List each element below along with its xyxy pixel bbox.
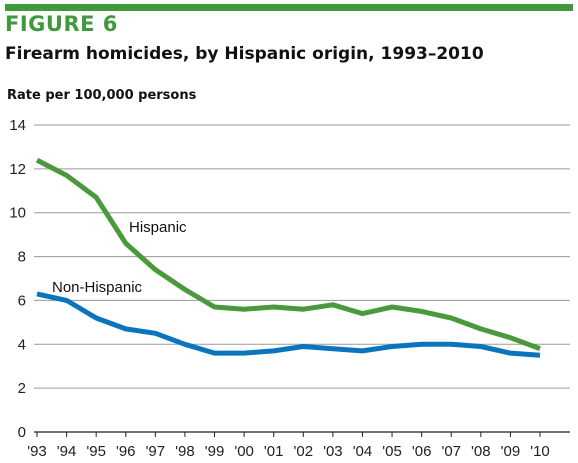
x-tick-label: '05 — [382, 443, 402, 460]
y-tick-label: 14 — [9, 117, 26, 134]
x-tick-label: '97 — [146, 443, 166, 460]
series-label-non-hispanic: Non-Hispanic — [52, 279, 143, 296]
y-tick-label: 10 — [9, 205, 26, 222]
x-tick-label: '03 — [323, 443, 343, 460]
x-tick-label: '02 — [294, 443, 314, 460]
y-tick-label: 2 — [18, 380, 26, 397]
x-tick-label: '95 — [86, 443, 106, 460]
y-tick-label: 0 — [18, 424, 26, 441]
y-tick-label: 4 — [18, 336, 26, 353]
y-tick-label: 6 — [18, 292, 26, 309]
x-tick-label: '07 — [441, 443, 461, 460]
x-axis-ticks: '93 '94 '95 '96 '97 '98 '99 '00 '01 '02 '03 '04 '05 '… — [27, 432, 570, 460]
x-tick-label: '99 — [205, 443, 225, 460]
y-tick-label: 8 — [18, 249, 26, 266]
x-tick-label: '93 — [27, 443, 47, 460]
x-tick-label: '01 — [264, 443, 284, 460]
series-label-hispanic: Hispanic — [129, 219, 187, 236]
series-lines — [37, 160, 540, 355]
x-tick-label: '00 — [234, 443, 254, 460]
x-tick-label: '09 — [501, 443, 521, 460]
y-tick-label: 12 — [9, 161, 26, 178]
x-tick-label: '98 — [175, 443, 195, 460]
x-tick-label: '08 — [471, 443, 491, 460]
x-tick-label: '06 — [412, 443, 432, 460]
x-tick-label: '94 — [57, 443, 77, 460]
x-tick-label: '04 — [353, 443, 373, 460]
y-axis-ticks: 0 2 4 6 8 10 12 14 — [9, 117, 26, 441]
series-line-hispanic — [37, 160, 540, 349]
x-tick-label: '10 — [530, 443, 550, 460]
x-tick-label: '96 — [116, 443, 136, 460]
